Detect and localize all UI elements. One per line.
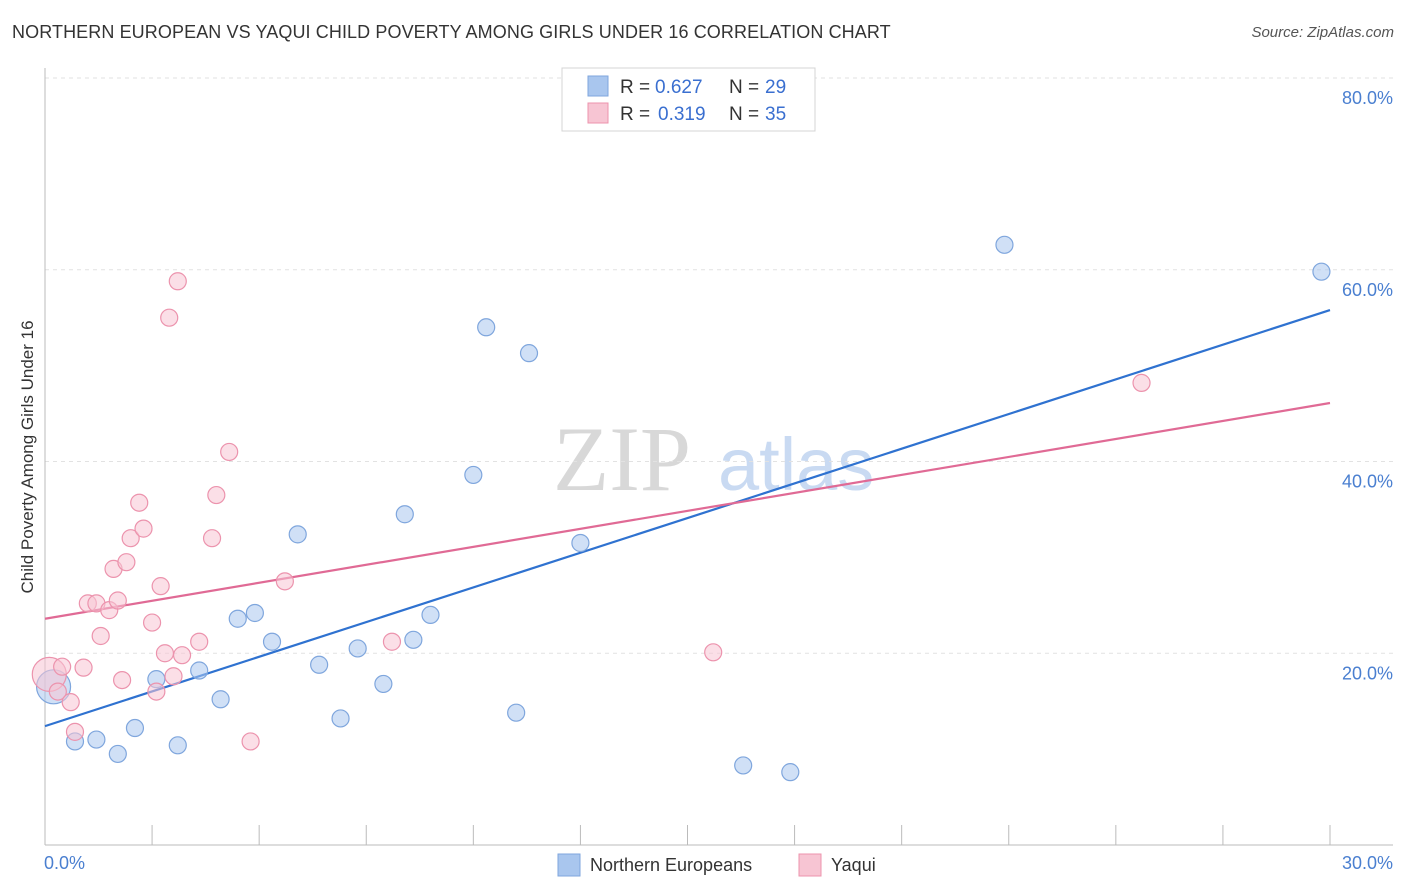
trend-lines (44, 308, 1331, 728)
yaqui-point (164, 667, 183, 686)
northern-europeans-point (262, 632, 282, 651)
yaqui-point (207, 485, 226, 505)
y-axis-title: Child Poverty Among Girls Under 16 (18, 320, 37, 593)
northern-europeans-point (519, 344, 539, 363)
northern-europeans-point (310, 655, 329, 674)
x-tick-label-min: 0.0% (44, 853, 85, 873)
northern-europeans-point (108, 744, 127, 764)
yaqui-point (155, 644, 175, 663)
y-tick-label-60: 60.0% (1342, 280, 1393, 300)
yaqui-point (74, 658, 93, 677)
legend-n-label-yaqui: N = (729, 104, 759, 125)
yaqui-point (168, 272, 187, 291)
legend: R = 0.627 N = 29 R = 0.319 N = 35 (561, 67, 816, 132)
yaqui-point (53, 657, 72, 676)
bottom-legend-swatch-yaqui (798, 853, 822, 877)
northern-europeans-point (571, 533, 590, 553)
northern-europeans-point (348, 639, 367, 658)
yaqui-point (121, 529, 140, 548)
northern-europeans-trend-line (44, 308, 1331, 728)
yaqui-point (108, 591, 127, 610)
legend-r-label-yaqui: R = (620, 104, 650, 125)
gridlines (45, 77, 1393, 654)
northern-europeans-point (288, 525, 307, 544)
northern-europeans-point (395, 505, 414, 524)
legend-n-northern-europeans: 29 (765, 77, 786, 98)
legend-n-yaqui: 35 (765, 104, 786, 125)
legend-swatch-northern-europeans (587, 75, 609, 97)
northern-europeans-point (87, 730, 106, 749)
northern-europeans-point (245, 603, 264, 623)
yaqui-point (130, 493, 149, 512)
yaqui-point (134, 519, 153, 538)
yaqui-point (220, 442, 239, 462)
yaqui-point (382, 632, 402, 651)
northern-europeans-point (125, 718, 145, 738)
northern-europeans-point (781, 763, 800, 782)
yaqui-point (61, 693, 80, 712)
source-label: Source: ZipAtlas.com (1251, 24, 1394, 41)
yaqui-trend-line (44, 401, 1331, 620)
northern-europeans-point (331, 709, 350, 728)
y-tick-label-40: 40.0% (1342, 472, 1393, 492)
y-tick-label-80: 80.0% (1342, 88, 1393, 108)
y-tick-labels: 20.0% 40.0% 60.0% 80.0% (1342, 88, 1393, 683)
yaqui-point (147, 682, 166, 701)
bottom-legend-label-yaqui: Yaqui (831, 855, 876, 875)
northern-europeans-point (404, 630, 423, 649)
northern-europeans-point (1312, 262, 1331, 281)
y-tick-label-20: 20.0% (1342, 663, 1393, 683)
northern-europeans-point (421, 605, 440, 625)
yaqui-point (190, 632, 209, 651)
x-tick-label-max: 30.0% (1342, 853, 1393, 873)
yaqui-point (112, 670, 132, 690)
bottom-legend-swatch-northern-europeans (557, 853, 581, 877)
legend-swatch-yaqui (587, 102, 609, 124)
northern-europeans-point (228, 609, 247, 628)
yaqui-point (48, 682, 67, 701)
yaqui-point (1132, 373, 1151, 392)
yaqui-point (142, 613, 162, 632)
chart-title: NORTHERN EUROPEAN VS YAQUI CHILD POVERTY… (12, 22, 891, 42)
watermark-zip: ZIP (553, 408, 691, 510)
legend-r-label-northern-europeans: R = (620, 77, 650, 98)
yaqui-point (704, 643, 723, 662)
northern-europeans-point (464, 465, 483, 485)
data-points (31, 235, 1331, 782)
yaqui-point (160, 308, 179, 327)
bottom-legend-label-northern-europeans: Northern Europeans (590, 855, 752, 875)
legend-r-yaqui: 0.319 (658, 104, 706, 125)
northern-europeans-point (507, 703, 526, 722)
northern-europeans-point (734, 756, 753, 775)
yaqui-point (91, 626, 110, 646)
yaqui-point (172, 646, 192, 665)
northern-europeans-point (190, 661, 209, 680)
northern-europeans-point (374, 674, 393, 694)
yaqui-point (117, 553, 136, 572)
yaqui-point (65, 722, 85, 741)
legend-n-label-northern-europeans: N = (729, 77, 759, 98)
northern-europeans-point (211, 690, 230, 709)
northern-europeans-point (995, 235, 1014, 254)
yaqui-point (275, 572, 294, 591)
northern-europeans-point (477, 318, 496, 337)
legend-r-northern-europeans: 0.627 (655, 77, 703, 98)
yaqui-point (241, 732, 260, 751)
northern-europeans-point (168, 736, 187, 755)
axes (44, 68, 1393, 846)
yaqui-point (202, 529, 222, 548)
yaqui-point (151, 577, 170, 596)
bottom-legend: Northern Europeans Yaqui (557, 853, 876, 877)
